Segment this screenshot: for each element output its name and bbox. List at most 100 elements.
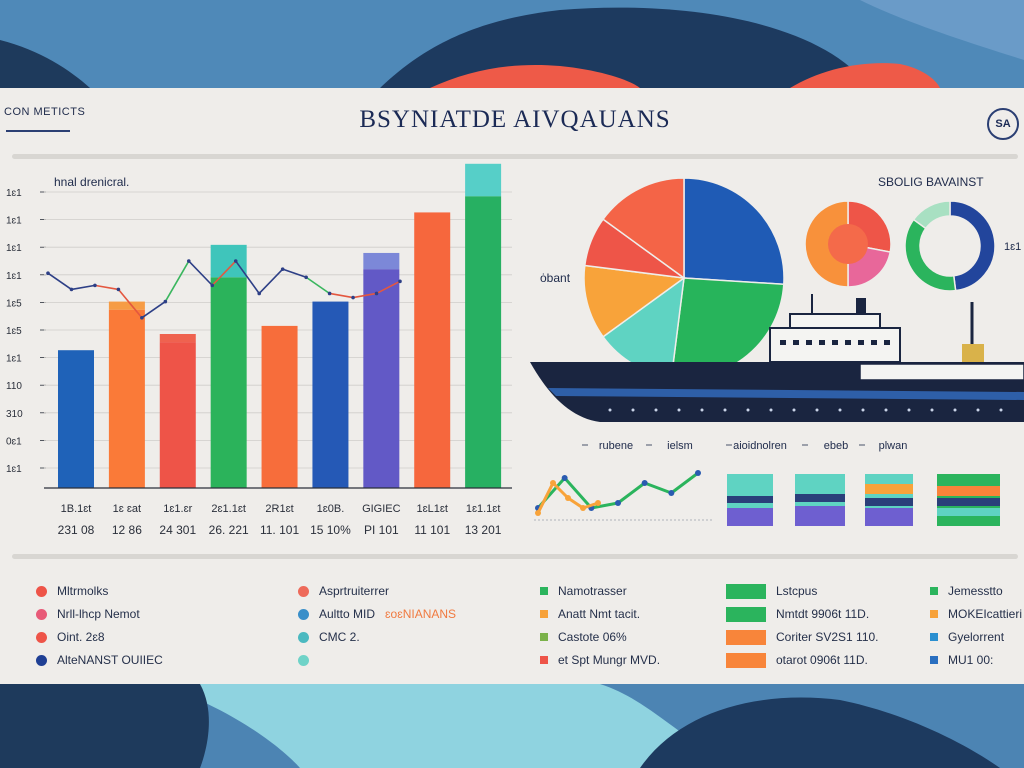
- y-tick-label: 1ɛ1: [6, 354, 22, 365]
- ship-porthole: [631, 408, 635, 412]
- y-tick-label: 1ɛ5: [6, 298, 22, 309]
- legend-dot: [36, 631, 47, 643]
- pie-slice: [904, 218, 957, 292]
- overlay-line-segment: [211, 260, 237, 286]
- legend-bar-swatch: [726, 629, 766, 645]
- mini-line-point: [535, 510, 541, 516]
- legend-item: Nmtdt 9906t 11D.: [726, 606, 869, 622]
- legend-item: CMC 2.: [298, 629, 360, 645]
- x-category-label: 1ɛ1.ɛr: [163, 503, 192, 515]
- ship-window: [806, 340, 812, 345]
- ship-window: [780, 340, 786, 345]
- overlay-line-point: [257, 291, 262, 296]
- x-category-sublabel: 13 201: [465, 523, 502, 537]
- ship-window: [884, 340, 890, 345]
- x-category-sublabel: 24 301: [159, 523, 196, 537]
- overlay-line-point: [304, 275, 308, 280]
- legend-item: [298, 652, 309, 668]
- ship-labels: rubene ielsm aioidnolren ebeb plwan: [582, 440, 907, 452]
- legend-item: Anatt Nmt tacit.: [540, 606, 640, 622]
- bar: [159, 342, 196, 488]
- ship-window: [858, 340, 864, 345]
- overlay-line-segment: [282, 268, 307, 279]
- ship-porthole: [999, 408, 1003, 412]
- legend-dot: [36, 585, 47, 597]
- legend-square: [930, 587, 938, 595]
- overlay-line-segment: [141, 300, 166, 319]
- dashboard-label-underline: [6, 130, 70, 132]
- overlay-line-point: [398, 279, 402, 284]
- overlay-line-point: [351, 295, 355, 300]
- y-tick-label: 1ɛ5: [6, 326, 22, 337]
- overlay-line-segment: [329, 292, 354, 299]
- x-category-sublabel: 12 86: [112, 523, 142, 537]
- legend-item: MU1 00:: [930, 652, 993, 668]
- legend-item: Gyelorrent: [930, 629, 1004, 645]
- ship-label: ebeb: [824, 440, 848, 452]
- overlay-line-segment: [47, 272, 72, 291]
- x-category-label: 1ɛ ɛat: [113, 503, 141, 515]
- overlay-line-segment: [376, 280, 401, 295]
- legend-item: Oint. 2ɛ8: [36, 629, 105, 645]
- ship-porthole: [907, 408, 911, 412]
- pie-side-label: ȯbant: [540, 271, 571, 285]
- donut-chart: [904, 200, 996, 292]
- x-category-label: 2ɛ1.1ɛt: [211, 503, 246, 515]
- mini-line-point: [615, 500, 621, 506]
- y-tick-label: 1ɛ1: [6, 464, 22, 475]
- legend-square: [930, 633, 938, 641]
- ship-illustration: [530, 294, 1024, 422]
- mini-thumbnails: [727, 474, 1000, 526]
- pie-slice: [804, 200, 849, 288]
- ship-window: [871, 340, 877, 345]
- ship-label: aioidnolren: [733, 440, 787, 452]
- ship-porthole: [608, 408, 612, 412]
- y-tick-label: 1ɛ1: [6, 271, 22, 282]
- legend-dot: [298, 631, 309, 643]
- logo-badge: SA: [987, 108, 1019, 140]
- legend-square: [540, 610, 548, 618]
- legend-square: [930, 656, 938, 664]
- mini-line-point: [550, 480, 556, 486]
- ship-window: [832, 340, 838, 345]
- overlay-line-segment: [71, 284, 96, 291]
- bar-chart-bars: [58, 163, 502, 489]
- bar-chart-y-axis: 1ɛ1 1ɛ1 1ɛ1 1ɛ1 1ɛ5 1ɛ5 1ɛ1 110 310 0ɛ1 1ɛ1: [6, 188, 46, 475]
- x-category-sublabel: PI 101: [364, 523, 399, 537]
- mini-line-point: [580, 505, 586, 511]
- ship-window: [793, 340, 799, 345]
- y-tick-label: 1ɛ1: [6, 188, 22, 199]
- ship-porthole: [930, 408, 934, 412]
- legend-dot: [36, 654, 47, 666]
- x-category-label: 1ɛ0B.: [317, 503, 345, 515]
- bar: [363, 269, 400, 488]
- y-tick-label: 0ɛ1: [6, 436, 22, 447]
- legend-dot: [298, 585, 309, 597]
- legend-item: Jemesstto: [930, 583, 1003, 599]
- y-tick-label: 310: [6, 409, 23, 420]
- legend-divider: [12, 554, 1018, 559]
- overlay-line-point: [116, 287, 121, 292]
- overlay-line-segment: [164, 260, 190, 302]
- pie-slice: [912, 200, 951, 230]
- bar-top-segment: [363, 252, 400, 270]
- pie-slice: [583, 264, 686, 338]
- overlay-line-point: [327, 291, 332, 296]
- x-category-sublabel: 11. 101: [260, 523, 299, 537]
- main-pie-chart: [583, 177, 785, 379]
- overlay-line-point: [187, 259, 191, 263]
- overlay-line-segment: [188, 260, 213, 286]
- mini-charts-title: SBOLIG BAVAINST: [878, 175, 984, 189]
- overlay-line-point: [69, 287, 74, 292]
- overlay-line-point: [233, 259, 238, 263]
- bar-top-segment: [465, 163, 502, 197]
- dashboard-title: BSYNIATDE AIVQAUANS: [359, 106, 671, 133]
- header-divider: [12, 154, 1018, 159]
- ship-porthole: [953, 408, 957, 412]
- x-category-sublabel: 26. 221: [209, 523, 249, 537]
- ship-porthole: [700, 408, 704, 412]
- bar-top-segment: [108, 301, 145, 310]
- pie-center: [828, 224, 868, 264]
- legend-item: AlteNANST OUIIEC: [36, 652, 163, 668]
- legend-item: et Spt Mungr MVD.: [540, 652, 660, 668]
